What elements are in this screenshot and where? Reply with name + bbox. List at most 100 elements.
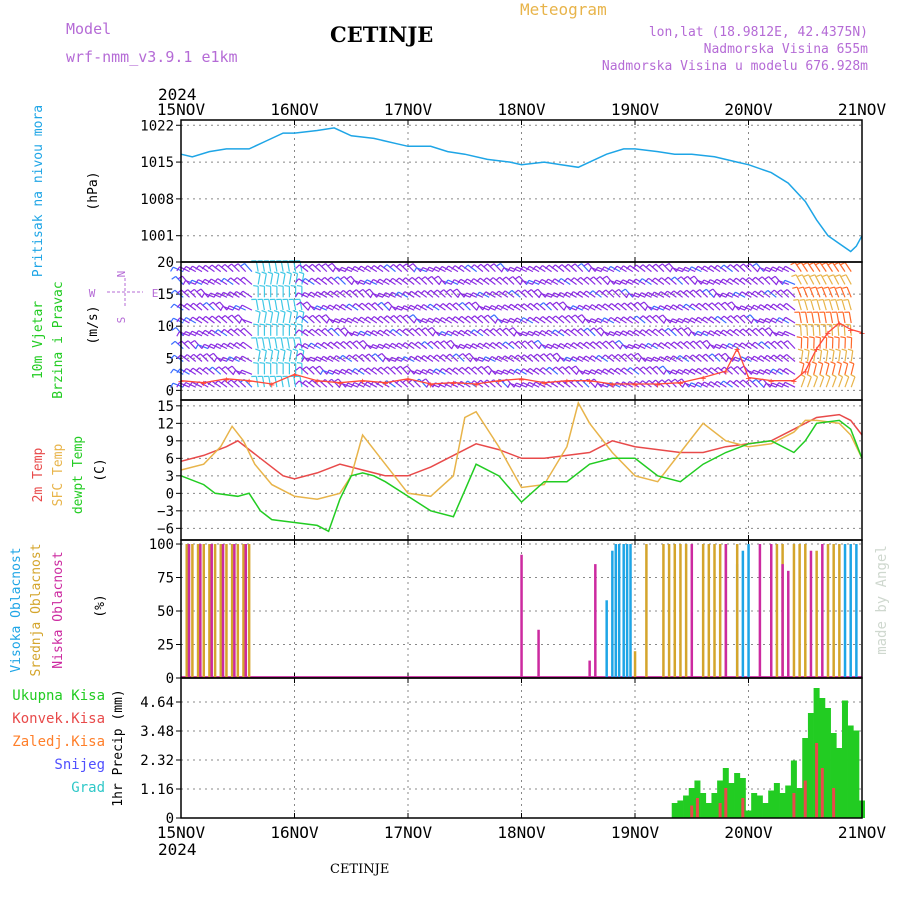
wind-barb-flag (725, 278, 731, 283)
wind-barb-flag (457, 366, 463, 372)
wind-barb (581, 263, 590, 273)
wind-barb (186, 354, 197, 362)
wind-barb (243, 276, 253, 285)
wind-barb-flag (841, 274, 847, 278)
wind-barb (223, 328, 234, 337)
wind-barb (585, 355, 596, 363)
wind-barb (598, 289, 609, 298)
wind-barb-flag (595, 276, 601, 280)
wind-barb-flag (457, 315, 463, 321)
compass-west: W (89, 287, 96, 300)
wind-barb (838, 350, 841, 362)
wind-barb-flag (650, 356, 655, 362)
wind-barb (560, 329, 571, 337)
wind-barb-flag (619, 279, 624, 285)
wind-barb-flag (822, 348, 828, 352)
wind-barb (679, 354, 690, 362)
wind-barb-flag (413, 355, 418, 361)
wind-barb (199, 367, 209, 375)
wind-barb (224, 263, 234, 273)
wind-barb (331, 327, 340, 337)
cloud-mid-bar (225, 544, 228, 678)
wind-speed-point: + (734, 345, 740, 356)
wind-barb-flag (426, 289, 432, 295)
wind-barb (517, 289, 528, 298)
cloud-mid-bar (826, 544, 830, 678)
wind-barb (697, 316, 708, 324)
wind-barb-flag (488, 342, 493, 347)
cloud-high-bar (614, 544, 618, 678)
wind-barb-flag (557, 292, 561, 297)
wind-speed-point: + (848, 325, 854, 336)
wind-barb-flag (769, 382, 773, 388)
wind-barb (474, 366, 484, 375)
wind-barb (566, 342, 577, 350)
wind-barb-flag (739, 263, 744, 268)
wind-barb (505, 327, 515, 337)
wind-barb (411, 341, 421, 350)
wind-barb (685, 303, 696, 311)
temperature-unit: (C) (93, 458, 108, 481)
wind-barb-flag (525, 280, 530, 285)
wind-barb-flag (744, 291, 749, 296)
wind-barb (416, 355, 428, 363)
wind-barb-flag (713, 380, 718, 386)
wind-barb (311, 277, 321, 285)
panel-precip: 01.162.323.484.64 (140, 678, 863, 827)
wind-barb-flag (564, 365, 570, 370)
wind-barb (460, 329, 471, 337)
wind-barb-flag (626, 265, 631, 270)
wind-barb (485, 291, 496, 298)
wind-barb-flag (745, 328, 750, 333)
wind-barb-flag (271, 323, 277, 326)
cloud-mid-bar (673, 544, 677, 678)
y-tick-label: 100 (149, 537, 174, 553)
precip-total-bar (688, 788, 695, 818)
wind-barb-flag (352, 289, 357, 294)
wind-barb-flag (445, 353, 451, 358)
wind-unit: (m/s) (86, 305, 101, 344)
wind-barb-flag (344, 331, 349, 337)
wind-barb-flag (589, 327, 595, 332)
wind-barb (380, 366, 390, 375)
wind-barb-flag (631, 292, 636, 298)
wind-barb-flag (695, 353, 700, 359)
wind-barb (342, 303, 353, 311)
wind-barb (204, 329, 215, 337)
wind-barb-flag (394, 342, 400, 348)
wind-barb-flag (550, 343, 555, 349)
x-tick-label-bottom: 21NOV (838, 823, 887, 842)
wind-barb-flag (298, 310, 304, 313)
wind-barb (760, 290, 771, 298)
wind-barb-flag (658, 263, 663, 268)
wind-speed-point: + (768, 377, 774, 388)
wind-barb-flag (295, 329, 300, 334)
wind-barb (687, 276, 696, 285)
wind-barb (585, 290, 596, 298)
wind-barb-flag (570, 277, 575, 282)
wind-barb (217, 380, 228, 388)
sfc-temp-axis-title: SFC Temp (51, 444, 66, 507)
wind-barb-flag (713, 366, 719, 372)
precip-conv-bar (815, 743, 819, 818)
wind-barb-flag (338, 368, 343, 374)
wind-speed-point: + (337, 379, 343, 390)
wind-barb (742, 328, 752, 337)
wind-barb (391, 342, 403, 350)
wind-barb-flag (201, 264, 206, 270)
wind-axis-title-1: 10m Vjetar (31, 301, 46, 379)
wind-barb (547, 278, 559, 285)
wind-barb (844, 376, 850, 388)
wind-barb-flag (538, 367, 544, 372)
wind-barb (425, 327, 434, 337)
cloud-low-bar (199, 544, 202, 678)
cloud-mid-bar (645, 544, 648, 678)
x-tick-label-bottom: 20NOV (724, 823, 773, 842)
wind-barb (717, 264, 727, 273)
wind-barb-flag (207, 292, 212, 298)
wind-barb-flag (831, 373, 837, 378)
wind-barb-flag (464, 301, 470, 306)
wind-barb-flag (781, 265, 786, 271)
cloud-low-bar (781, 564, 784, 678)
wind-barb (480, 263, 490, 273)
